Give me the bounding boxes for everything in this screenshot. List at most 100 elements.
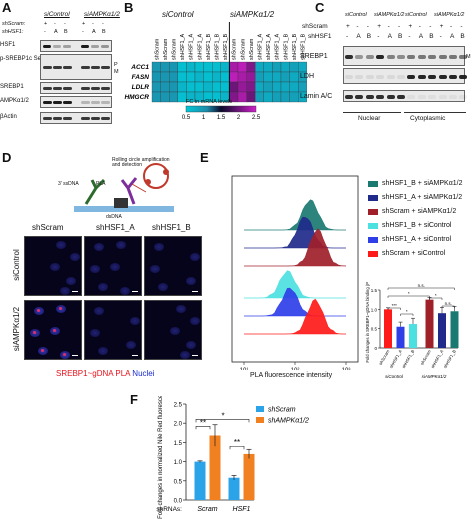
panel-c-group-3: siControl xyxy=(405,12,427,18)
lane-mark: - xyxy=(450,23,453,30)
panel-a-mark-m: M xyxy=(114,69,119,75)
blot-strip xyxy=(343,90,468,102)
scale-bar xyxy=(192,355,198,356)
inset-y-tick-label: 0.5 xyxy=(371,327,378,332)
scale-bar xyxy=(72,355,78,356)
blot-band xyxy=(43,45,51,48)
inset-bar xyxy=(384,309,392,348)
blot-band xyxy=(43,66,52,69)
heatmap-cell xyxy=(298,81,307,93)
blot-label: SREBP1 xyxy=(300,53,328,60)
heatmap-cell xyxy=(263,91,273,103)
nile-y-tick-label: 2.0 xyxy=(174,422,183,428)
blot-band xyxy=(438,95,447,99)
heatmap-cell xyxy=(186,81,196,93)
rca-dot-icon xyxy=(145,179,151,185)
legend-pla: PLA xyxy=(115,369,131,378)
lane-mark: - xyxy=(346,33,349,40)
blot-label: HSF1 xyxy=(0,42,16,48)
heatmap-cell xyxy=(289,91,299,103)
inset-sig-label: n.s. xyxy=(418,283,425,288)
blot-band xyxy=(91,45,99,48)
heatmap-cell xyxy=(212,71,221,83)
schematic-rca-text: Rolling circle amplification and detecti… xyxy=(112,157,170,168)
panel-c-cyto-line xyxy=(404,112,466,113)
blot-band xyxy=(91,87,100,90)
legend-label: shScram + siAMPKα1/2 xyxy=(382,208,457,215)
blot-band xyxy=(386,95,395,99)
nucleus xyxy=(176,305,186,313)
nucleus xyxy=(190,253,200,261)
blot-label: SREBP1 xyxy=(0,84,24,90)
blot-band xyxy=(459,75,468,79)
panel-d-col-3: shHSF1_B xyxy=(152,223,191,232)
legend-entry: shScram + siControl xyxy=(368,250,445,257)
heatmap-col-label: shScram xyxy=(240,38,246,60)
legend-label: shHSF1_B + siControl xyxy=(382,222,452,229)
nile-sig-label: ** xyxy=(200,418,206,427)
blot-band xyxy=(81,66,90,69)
panel-d-row-2-wrap: siAMPKα1/2 xyxy=(12,300,22,358)
heatmap-cell xyxy=(280,91,290,103)
blot-label: βActin xyxy=(0,114,17,120)
nucleus xyxy=(154,243,164,251)
lane-mark: + xyxy=(82,21,86,27)
legend-swatch xyxy=(368,194,378,201)
legend-swatch xyxy=(368,180,378,187)
blot-band xyxy=(417,75,426,79)
blot-strip xyxy=(40,112,112,124)
blot-band xyxy=(63,101,72,104)
blot-band xyxy=(53,66,62,69)
flow-histogram-series xyxy=(244,228,347,267)
lane-mark: B xyxy=(398,33,403,40)
nucleus xyxy=(120,287,130,295)
panel-c-group-4: siAMPKα1/2 xyxy=(434,12,465,18)
heatmap-col-label: shHSF1_A xyxy=(266,34,272,60)
heatmap-col-label: shHSF1_A xyxy=(197,34,203,60)
blot-band xyxy=(428,55,437,59)
lane-mark: + xyxy=(44,21,48,27)
rca-dot-icon xyxy=(163,169,169,175)
nile-sig-bracket xyxy=(195,425,211,430)
lane-mark: - xyxy=(429,23,432,30)
heatmap-cell xyxy=(229,71,239,83)
heatmap-cell xyxy=(255,81,264,93)
nucleus xyxy=(66,277,76,285)
nile-bar xyxy=(228,477,240,500)
inset-sig-bracket xyxy=(429,297,443,300)
blot-band xyxy=(63,66,72,69)
heatmap-cell xyxy=(237,71,247,83)
blot-band xyxy=(407,75,416,79)
legend-swatch xyxy=(368,250,378,257)
heatmap-cell xyxy=(151,91,161,103)
nile-y-tick-label: 0.0 xyxy=(174,499,183,505)
inset-y-tick-label: 1.5 xyxy=(371,288,378,293)
inset-y-tick-label: 0 xyxy=(374,346,377,351)
legend-label: shHSF1_A + siControl xyxy=(382,236,452,243)
blot-band xyxy=(53,87,62,90)
flow-histogram-series xyxy=(244,298,346,335)
rca-circle-icon xyxy=(143,163,169,189)
heatmap-cell xyxy=(255,61,264,73)
blot-band xyxy=(43,87,52,90)
flow-x-tick-label: 10² xyxy=(291,368,300,370)
heatmap-cell xyxy=(246,61,256,73)
pla-dot xyxy=(53,329,56,332)
blot-band xyxy=(417,95,426,99)
blot-band xyxy=(101,66,110,69)
colorbar-tick: 1.5 xyxy=(217,115,226,121)
panel-c-group-1: siControl xyxy=(345,12,367,18)
panel-a-mark-p: P xyxy=(114,62,118,68)
legend-label: shHSF1_A + siAMPKα1/2 xyxy=(382,194,463,201)
panel-d-col-2: shHSF1_A xyxy=(96,223,135,232)
blot-band xyxy=(449,55,457,59)
heatmap-cell xyxy=(272,61,282,73)
heatmap-cell xyxy=(272,91,282,103)
heatmap-row-label: LDLR xyxy=(132,84,150,91)
heatmap-cell xyxy=(169,71,178,83)
blot-band xyxy=(438,55,447,59)
microscopy-image xyxy=(144,236,202,296)
blot-band xyxy=(355,55,364,59)
heatmap-cell xyxy=(237,91,247,103)
heatmap-cell xyxy=(272,71,282,83)
